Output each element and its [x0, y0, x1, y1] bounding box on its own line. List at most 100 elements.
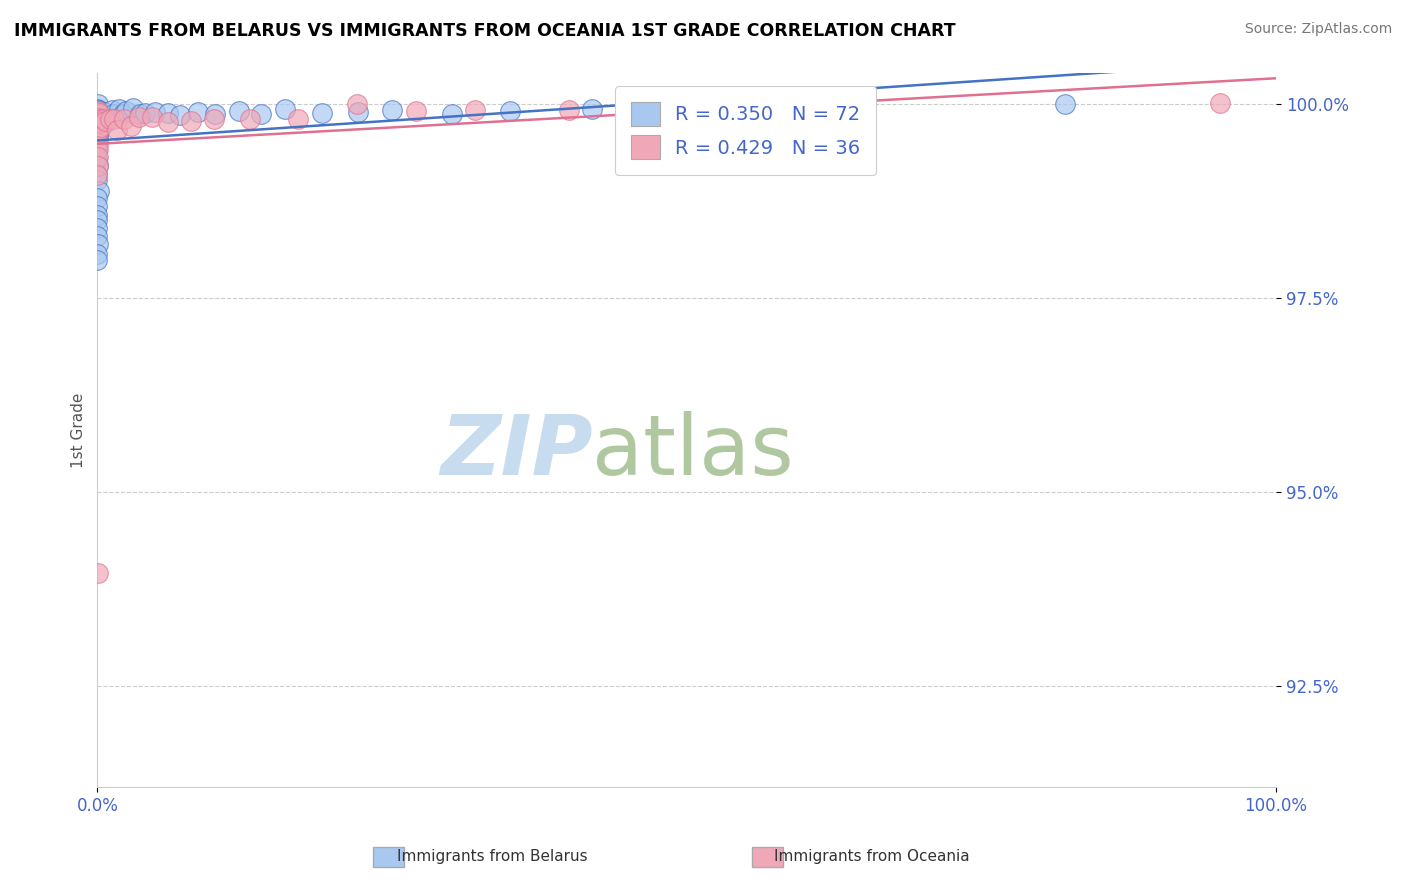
Text: Source: ZipAtlas.com: Source: ZipAtlas.com — [1244, 22, 1392, 37]
Point — [405, 103, 427, 118]
Point — [1209, 95, 1232, 110]
Point — [86, 112, 108, 127]
Point — [122, 101, 145, 115]
Point — [499, 104, 522, 119]
Point — [86, 127, 108, 141]
Point — [239, 112, 262, 126]
Point — [89, 124, 111, 138]
Point — [120, 119, 142, 133]
Point — [676, 108, 699, 122]
Point — [94, 115, 117, 129]
Point — [87, 110, 110, 124]
Point — [87, 97, 110, 112]
Point — [86, 129, 108, 144]
Point — [86, 122, 108, 136]
Y-axis label: 1st Grade: 1st Grade — [72, 392, 86, 467]
Point — [86, 191, 108, 205]
Point — [86, 167, 108, 181]
Point — [96, 111, 118, 125]
Point — [817, 105, 839, 120]
Point — [440, 107, 463, 121]
Point — [86, 158, 108, 172]
Point — [1054, 96, 1077, 111]
Point — [89, 112, 111, 126]
Point — [98, 111, 121, 125]
Point — [86, 153, 108, 167]
Point — [202, 112, 225, 126]
Point — [115, 103, 138, 118]
Point — [169, 108, 191, 122]
Point — [346, 97, 368, 112]
Point — [180, 114, 202, 128]
Point — [187, 104, 209, 119]
Text: atlas: atlas — [592, 411, 794, 491]
Point — [228, 103, 250, 118]
Point — [105, 122, 128, 136]
Point — [134, 106, 156, 120]
Point — [87, 104, 110, 119]
Point — [86, 103, 108, 118]
Point — [101, 103, 124, 118]
Point — [86, 212, 108, 227]
Point — [86, 253, 108, 268]
Point — [86, 120, 108, 135]
Point — [98, 112, 121, 127]
Point — [145, 104, 167, 119]
Point — [93, 112, 115, 126]
Point — [86, 102, 108, 116]
Point — [86, 172, 108, 186]
Point — [86, 228, 108, 243]
Point — [86, 247, 108, 261]
Point — [87, 184, 110, 198]
Point — [558, 103, 581, 117]
Point — [87, 136, 110, 151]
Point — [86, 117, 108, 131]
Text: Immigrants from Oceania: Immigrants from Oceania — [773, 849, 970, 863]
Point — [86, 129, 108, 144]
Point — [86, 237, 108, 252]
Point — [86, 142, 108, 156]
Point — [141, 111, 163, 125]
Point — [128, 106, 150, 120]
Point — [103, 112, 125, 127]
Point — [111, 107, 134, 121]
Point — [103, 106, 125, 120]
Legend: R = 0.350   N = 72, R = 0.429   N = 36: R = 0.350 N = 72, R = 0.429 N = 36 — [616, 87, 876, 175]
Point — [274, 102, 297, 116]
Point — [87, 120, 110, 134]
Point — [156, 115, 179, 129]
Point — [156, 105, 179, 120]
Text: Immigrants from Belarus: Immigrants from Belarus — [396, 849, 588, 863]
Point — [87, 120, 110, 135]
Point — [287, 112, 309, 126]
Point — [86, 134, 108, 148]
Point — [87, 105, 110, 120]
Point — [93, 104, 115, 119]
Point — [89, 116, 111, 130]
Point — [311, 106, 333, 120]
Point — [86, 150, 108, 164]
Point — [86, 220, 108, 235]
Point — [89, 114, 111, 128]
Point — [86, 136, 108, 151]
Point — [87, 120, 110, 135]
Point — [87, 111, 110, 125]
Point — [86, 566, 108, 580]
Point — [86, 159, 108, 173]
Point — [90, 115, 112, 129]
Point — [654, 103, 676, 118]
Point — [204, 107, 226, 121]
Text: IMMIGRANTS FROM BELARUS VS IMMIGRANTS FROM OCEANIA 1ST GRADE CORRELATION CHART: IMMIGRANTS FROM BELARUS VS IMMIGRANTS FR… — [14, 22, 956, 40]
Point — [86, 199, 108, 213]
Point — [87, 116, 110, 130]
Point — [86, 120, 108, 134]
Point — [90, 120, 112, 134]
Point — [90, 112, 112, 127]
Point — [108, 102, 131, 116]
Text: ZIP: ZIP — [440, 411, 592, 491]
Point — [91, 112, 114, 127]
Point — [87, 103, 110, 118]
Point — [87, 112, 110, 127]
Point — [86, 143, 108, 157]
Point — [91, 115, 114, 129]
